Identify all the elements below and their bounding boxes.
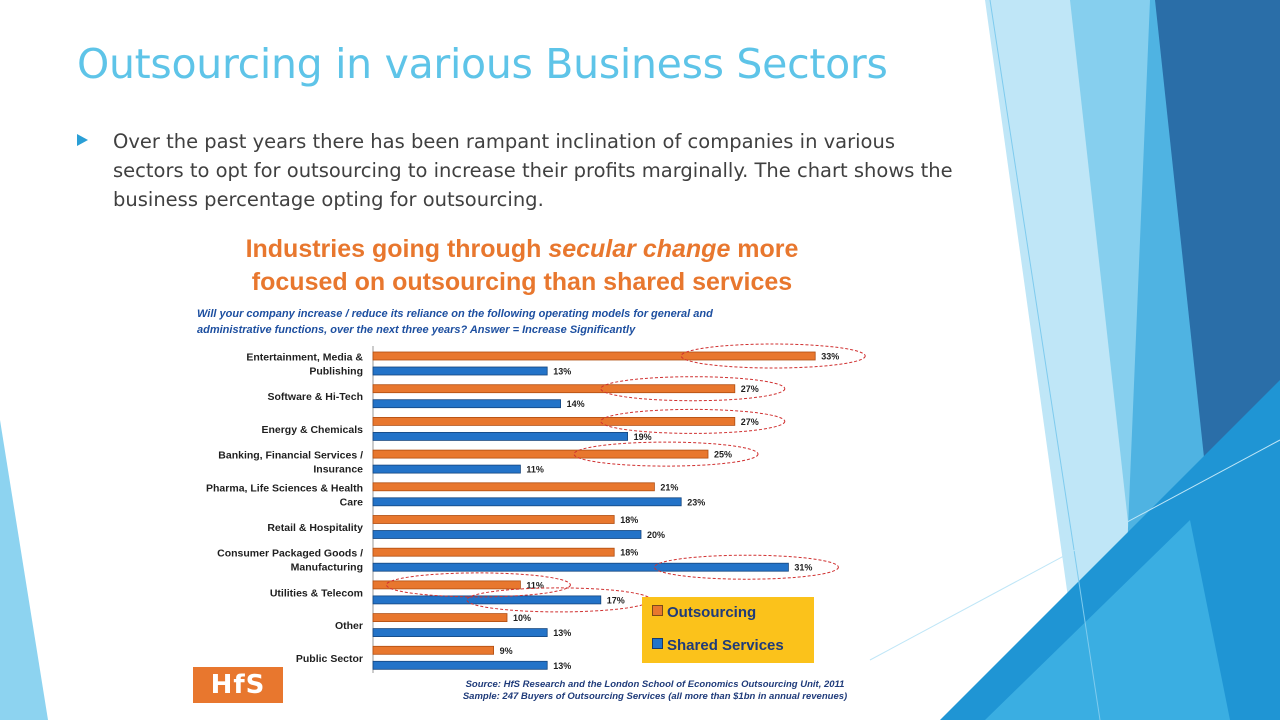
bar-value-label: 18% xyxy=(620,548,638,558)
legend-label-shared-services: Shared Services xyxy=(667,637,784,654)
bullet-text: Over the past years there has been rampa… xyxy=(113,130,953,211)
bar-value-label: 18% xyxy=(620,515,638,525)
chart-title-line1-start: Industries going through xyxy=(245,235,549,263)
bar-value-label: 23% xyxy=(687,497,705,507)
bar-value-label: 14% xyxy=(567,399,585,409)
sample-line: Sample: 247 Buyers of Outsourcing Servic… xyxy=(462,691,848,702)
thin-diagonal-line-2 xyxy=(869,439,1280,661)
bar-value-label: 19% xyxy=(634,432,652,442)
category-label: Pharma, Life Sciences & Health xyxy=(206,482,363,494)
chart-title-line1-end: more xyxy=(730,235,799,263)
bar-value-label: 11% xyxy=(526,580,544,590)
category-label: Energy & Chemicals xyxy=(261,424,363,436)
highlight-ellipse xyxy=(600,376,786,402)
chart-legend: Outsourcing Shared Services xyxy=(642,597,814,663)
highlight-ellipse xyxy=(385,572,571,598)
legend-entry-outsourcing: Outsourcing xyxy=(652,604,756,621)
bottom-light-wedge xyxy=(985,520,1230,720)
bar-value-label: 13% xyxy=(553,628,571,638)
chart-title-line2: focused on outsourcing than shared servi… xyxy=(251,268,793,296)
thin-diagonal-line xyxy=(989,0,1101,720)
bar-value-label: 27% xyxy=(741,384,759,394)
outsourcing-bar xyxy=(372,547,615,557)
legend-swatch-outsourcing xyxy=(652,605,663,616)
shared-services-bar xyxy=(372,464,521,474)
legend-label-outsourcing: Outsourcing xyxy=(667,604,757,621)
legend-entry-shared-services: Shared Services xyxy=(652,637,784,654)
bar-value-label: 21% xyxy=(660,482,678,492)
outsourcing-bar xyxy=(372,482,655,492)
shared-services-bar xyxy=(372,660,548,670)
shared-services-bar xyxy=(372,628,548,638)
outsourcing-bar xyxy=(372,384,736,394)
bar-value-label: 10% xyxy=(513,613,531,623)
bar-value-label: 9% xyxy=(500,646,513,656)
category-label: Consumer Packaged Goods / xyxy=(217,548,363,560)
outsourcing-bar xyxy=(372,580,521,590)
highlight-ellipse xyxy=(680,343,866,369)
chart-subtitle: Will your company increase / reduce its … xyxy=(197,308,713,336)
bar-value-label: 13% xyxy=(553,367,571,377)
legend-swatch-shared-services xyxy=(652,638,663,649)
bar-value-label: 33% xyxy=(821,352,839,362)
shared-services-bar xyxy=(372,530,642,539)
category-label: Other xyxy=(335,620,363,632)
outsourcing-bar xyxy=(372,645,494,655)
category-label: Insurance xyxy=(313,464,363,476)
category-label: Publishing xyxy=(309,366,363,378)
chart-plot: Entertainment, Media & Publishing 33% 13% So… xyxy=(206,343,866,673)
outsourcing-bar xyxy=(372,351,816,361)
bar-value-label: 27% xyxy=(741,417,759,427)
bar-value-label: 20% xyxy=(647,530,665,540)
chart-title: Industries going through secular change … xyxy=(190,233,854,299)
category-label: Manufacturing xyxy=(291,562,363,574)
outsourcing-bar xyxy=(372,515,615,524)
chart-title-emphasis: secular change xyxy=(548,235,731,263)
slide-title: Outsourcing in various Business Sectors xyxy=(77,40,888,88)
bar-value-label: 11% xyxy=(526,465,544,475)
hfs-logo: HfS xyxy=(193,667,283,703)
category-label: Entertainment, Media & xyxy=(246,352,363,364)
shared-services-bar xyxy=(372,399,562,409)
bar-value-label: 17% xyxy=(607,595,625,605)
source-line: Source: HfS Research and the London Scho… xyxy=(465,679,845,690)
left-accent-triangle xyxy=(0,420,48,720)
category-label: Software & Hi-Tech xyxy=(268,391,363,403)
highlight-ellipse xyxy=(600,408,786,434)
outsourcing-bar xyxy=(372,613,508,623)
category-label: Retail & Hospitality xyxy=(267,522,363,534)
shared-services-bar xyxy=(372,431,629,441)
shared-services-bar xyxy=(372,562,789,572)
shared-services-bar xyxy=(372,366,548,376)
chart: Industries going through secular change … xyxy=(190,228,880,715)
category-label: Utilities & Telecom xyxy=(270,587,363,599)
outsourcing-bar xyxy=(372,449,709,459)
outsourcing-bar xyxy=(372,416,736,426)
bullet-arrow-icon xyxy=(77,134,88,146)
category-label: Public Sector xyxy=(296,653,363,665)
category-label: Banking, Financial Services / xyxy=(218,450,363,462)
chart-source-note: Source: HfS Research and the London Scho… xyxy=(435,679,875,703)
highlight-ellipse xyxy=(573,441,759,467)
shared-services-bar xyxy=(372,595,602,605)
bar-value-label: 31% xyxy=(794,563,812,573)
bullet-item: Over the past years there has been rampa… xyxy=(77,127,957,214)
category-label: Care xyxy=(340,496,364,508)
bar-value-label: 13% xyxy=(553,661,571,671)
bar-value-label: 25% xyxy=(714,450,732,460)
highlight-ellipse xyxy=(653,554,839,580)
shared-services-bar xyxy=(372,497,682,507)
